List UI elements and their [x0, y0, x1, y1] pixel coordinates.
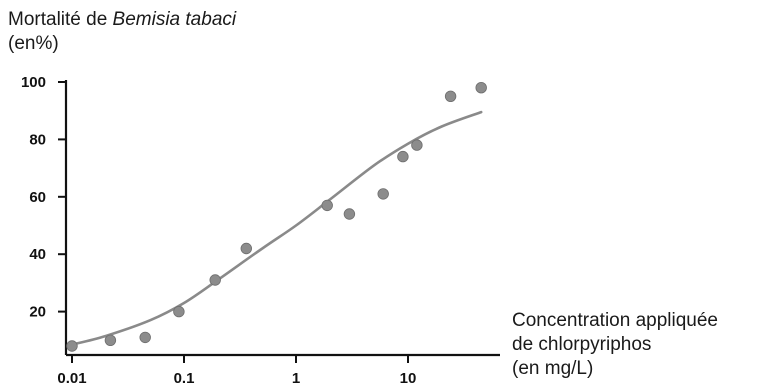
data-point — [139, 331, 151, 344]
x-axis-title-line3: (en mg/L) — [512, 358, 594, 379]
y-tick-label: 100 — [21, 74, 46, 91]
data-point — [377, 188, 389, 200]
x-tick-label: 0.01 — [57, 370, 86, 387]
fitted-curve-layer — [70, 110, 483, 346]
y-tick-label: 40 — [29, 246, 46, 263]
y-axis-title-prefix: Mortalité de — [8, 9, 113, 30]
x-axis-title-line1: Concentration appliquée — [512, 310, 718, 331]
y-axis-title-species: Bemisia tabaci — [112, 9, 237, 30]
y-axis-title: Mortalité de Bemisia tabaci (en%) — [8, 8, 236, 56]
y-axis-title-line2: (en%) — [8, 33, 59, 54]
data-point — [411, 139, 423, 151]
data-point — [173, 305, 185, 318]
data-point — [240, 242, 253, 255]
data-point — [397, 150, 409, 163]
x-axis-title-line2: de chlorpyriphos — [512, 334, 652, 355]
x-tick-label: 10 — [400, 370, 417, 387]
y-tick-label: 80 — [29, 131, 46, 148]
data-point — [475, 81, 487, 94]
data-points-layer — [66, 81, 487, 352]
y-tick-label: 60 — [29, 189, 46, 206]
x-axis-title: Concentration appliquée de chlorpyriphos… — [512, 309, 718, 381]
axes — [58, 80, 500, 363]
data-point — [444, 90, 457, 103]
data-point — [343, 208, 356, 220]
tick-labels-layer: 20 40 60 80 100 0.01 0.1 1 10 — [21, 74, 416, 387]
x-tick-label: 1 — [292, 370, 300, 387]
data-point — [104, 334, 117, 347]
y-axis-title-line1: Mortalité de Bemisia tabaci — [8, 8, 236, 32]
data-point — [209, 274, 221, 286]
x-tick-label: 0.1 — [174, 370, 195, 387]
fitted-curve — [70, 110, 483, 346]
y-tick-label: 20 — [29, 304, 46, 321]
data-point — [66, 340, 78, 352]
data-point — [321, 199, 333, 212]
